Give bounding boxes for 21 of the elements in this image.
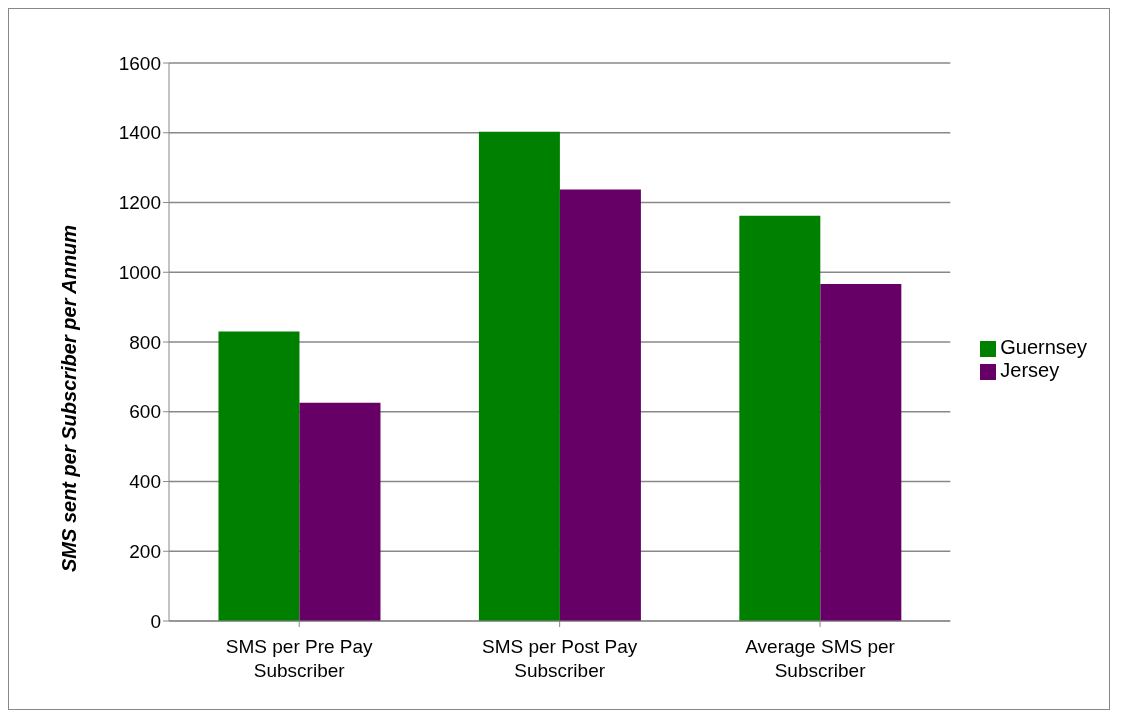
x-tick-label: Average SMS per Subscriber xyxy=(745,636,896,681)
bar xyxy=(820,284,902,621)
y-tick-label: 600 xyxy=(129,401,161,423)
y-tick-label: 1200 xyxy=(118,192,161,214)
x-tick-label: SMS per Post Pay Subscriber xyxy=(482,636,638,681)
y-tick-label: 800 xyxy=(129,331,161,353)
bar xyxy=(478,131,560,621)
y-tick-label: 1600 xyxy=(118,52,161,74)
y-tick-label: 1000 xyxy=(118,261,161,283)
legend-label: Guernsey xyxy=(1000,336,1087,358)
bar xyxy=(739,215,821,621)
legend-label: Jersey xyxy=(1000,359,1060,381)
y-tick-label: 0 xyxy=(150,610,161,632)
x-tick-label: SMS per Pre Pay Subscriber xyxy=(225,636,374,681)
y-tick-label: 400 xyxy=(129,471,161,493)
y-axis-title: SMS sent per Subscriber per Annum xyxy=(58,224,81,572)
y-tick-label: 1400 xyxy=(118,122,161,144)
y-tick-label: 200 xyxy=(129,540,161,562)
bar xyxy=(299,402,381,621)
bar xyxy=(559,189,641,621)
bar xyxy=(218,331,300,621)
